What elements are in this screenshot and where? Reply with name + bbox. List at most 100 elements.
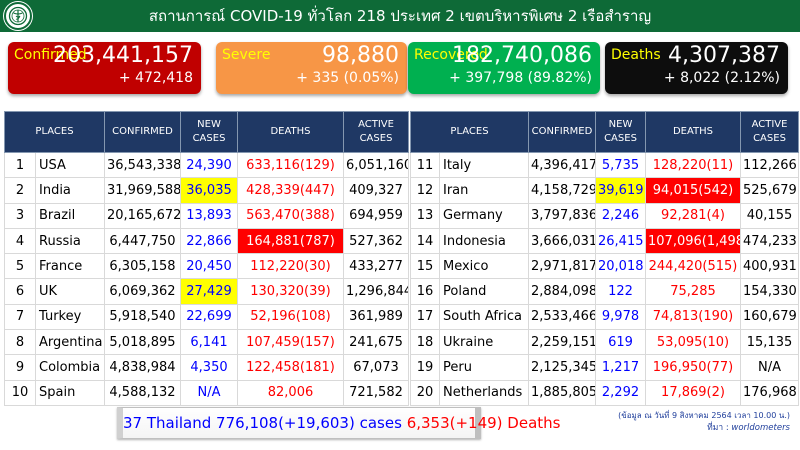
place: France (35, 253, 105, 280)
place: India (35, 177, 105, 204)
deaths: 92,281(4) (645, 202, 741, 229)
place: Spain (35, 379, 105, 406)
table-row: 17 South Africa 2,533,466 9,978 74,813(190) 1… (410, 303, 799, 331)
source-note: ที่มา : worldometers (618, 422, 790, 435)
active-cases: 527,362 (343, 227, 409, 255)
deaths: 563,470(388) (237, 202, 344, 229)
table-row: 20 Netherlands 1,885,805 2,292 17,869(2) 176,… (410, 379, 799, 406)
rank: 19 (410, 354, 440, 381)
new-cases: 9,978 (595, 303, 646, 331)
header-new-cases: NEW CASES (595, 111, 646, 153)
confirmed: 2,884,098 (528, 278, 596, 305)
new-cases: 27,429 (180, 278, 238, 305)
severe-summary-card: Severe 98,880 + 335 (0.05%) (216, 42, 407, 94)
header-active-line1: ACTIVE (751, 119, 788, 130)
table-row: 16 Poland 2,884,098 122 75,285 154,330 (410, 278, 799, 305)
header-new-cases-line1: NEW (608, 119, 633, 130)
data-source-footnote: (ข้อมูล ณ วันที่ 9 สิงหาคม 2564 เวลา 10.… (618, 409, 790, 435)
deaths: 244,420(515) (645, 253, 741, 280)
deaths: 128,220(11) (645, 151, 741, 179)
recovered-delta: + 397,798 (89.82%) (449, 70, 592, 86)
header-places: PLACES (4, 111, 105, 153)
active-cases: 361,989 (343, 303, 409, 331)
place: Ukraine (439, 329, 529, 356)
header-places: PLACES (410, 111, 529, 153)
severe-value: 98,880 (322, 43, 399, 68)
new-cases: 1,217 (595, 354, 646, 381)
severe-delta: + 335 (0.05%) (296, 70, 399, 86)
rank: 17 (410, 303, 440, 331)
new-cases: 20,450 (180, 253, 238, 280)
table-row: 4 Russia 6,447,750 22,866 164,881(787) 527,36… (4, 227, 409, 255)
rank: 20 (410, 379, 440, 406)
new-cases: 4,350 (180, 354, 238, 381)
new-cases: N/A (180, 379, 238, 406)
header-new-cases-line2: CASES (192, 133, 226, 144)
table-row: 19 Peru 2,125,345 1,217 196,950(77) N/A (410, 354, 799, 381)
active-cases: 241,675 (343, 329, 409, 356)
deaths-value: 4,307,387 (668, 43, 780, 68)
active-cases: 525,679 (740, 177, 799, 204)
table-row: 3 Brazil 20,165,672 13,893 563,470(388) 694,9… (4, 202, 409, 229)
new-cases: 619 (595, 329, 646, 356)
active-cases: 474,233 (740, 227, 799, 255)
table-row: 11 Italy 4,396,417 5,735 128,220(11) 112,266 (410, 151, 799, 179)
rank: 2 (4, 177, 36, 204)
table-row: 2 India 31,969,588 36,035 428,339(447) 409,32… (4, 177, 409, 204)
active-cases: 694,959 (343, 202, 409, 229)
rank: 3 (4, 202, 36, 229)
deaths: 112,220(30) (237, 253, 344, 280)
new-cases: 22,699 (180, 303, 238, 331)
recovered-label: Recovered (414, 47, 488, 63)
deaths: 164,881(787) (237, 227, 344, 255)
header-confirmed: CONFIRMED (104, 111, 181, 153)
place: Mexico (439, 253, 529, 280)
new-cases: 5,735 (595, 151, 646, 179)
deaths: 633,116(129) (237, 151, 344, 179)
deaths: 17,869(2) (645, 379, 741, 406)
deaths: 428,339(447) (237, 177, 344, 204)
active-cases: 154,330 (740, 278, 799, 305)
header-deaths: DEATHS (645, 111, 741, 153)
page-title: สถานการณ์ COVID-19 ทั่วโลก 218 ประเทศ 2 … (148, 7, 652, 25)
thailand-summary-banner: 37 Thailand 776,108(+19,603) cases 6,353… (117, 407, 560, 439)
header-confirmed: CONFIRMED (528, 111, 596, 153)
place: UK (35, 278, 105, 305)
active-cases: 40,155 (740, 202, 799, 229)
confirmed: 4,396,417 (528, 151, 596, 179)
header-active-cases: ACTIVE CASES (740, 111, 799, 153)
active-cases: 400,931 (740, 253, 799, 280)
place: Poland (439, 278, 529, 305)
rank: 10 (4, 379, 36, 406)
deaths: 196,950(77) (645, 354, 741, 381)
country-table-right: PLACES CONFIRMED NEW CASES DEATHS ACTIVE C… (410, 111, 799, 406)
deaths: 82,006 (237, 379, 344, 406)
rank: 16 (410, 278, 440, 305)
deaths: 94,015(542) (645, 177, 741, 204)
place: Argentina (35, 329, 105, 356)
rank: 13 (410, 202, 440, 229)
confirmed: 3,666,031 (528, 227, 596, 255)
header-new-cases-line1: NEW (197, 119, 221, 130)
new-cases: 22,866 (180, 227, 238, 255)
table-row: 13 Germany 3,797,836 2,246 92,281(4) 40,155 (410, 202, 799, 229)
deaths: 75,285 (645, 278, 741, 305)
new-cases: 122 (595, 278, 646, 305)
country-table-left: PLACES CONFIRMED NEW CASES DEATHS ACTIVE C… (4, 111, 409, 406)
header-active-cases: ACTIVE CASES (343, 111, 409, 153)
table-row: 10 Spain 4,588,132 N/A 82,006 721,582 (4, 379, 409, 406)
confirmed: 4,588,132 (104, 379, 181, 406)
new-cases: 2,246 (595, 202, 646, 229)
place: Peru (439, 354, 529, 381)
rank: 9 (4, 354, 36, 381)
confirmed-label: Confirmed (14, 47, 87, 63)
confirmed: 36,543,338 (104, 151, 181, 179)
table-row: 12 Iran 4,158,729 39,619 94,015(542) 525,679 (410, 177, 799, 204)
active-cases: 1,296,844 (343, 278, 409, 305)
deaths: 52,196(108) (237, 303, 344, 331)
active-cases: 160,679 (740, 303, 799, 331)
table-header-row: PLACES CONFIRMED NEW CASES DEATHS ACTIVE C… (4, 111, 409, 153)
table-row: 15 Mexico 2,971,817 20,018 244,420(515) 400,9… (410, 253, 799, 280)
recovered-value: 182,740,086 (452, 43, 592, 68)
source-prefix: ที่มา : (707, 423, 732, 433)
